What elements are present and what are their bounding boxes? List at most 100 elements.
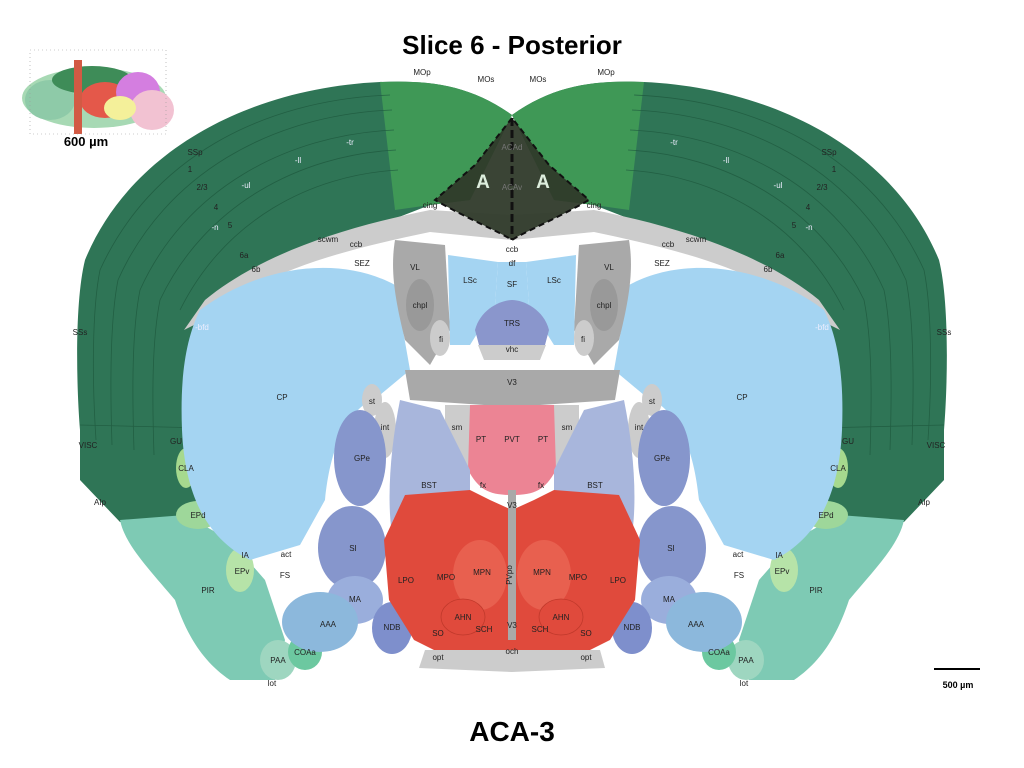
svg-text:-ul: -ul	[242, 181, 251, 190]
svg-text:scwm: scwm	[686, 235, 707, 244]
svg-text:SO: SO	[580, 629, 592, 638]
svg-text:TRS: TRS	[504, 319, 520, 328]
svg-text:GU: GU	[842, 437, 854, 446]
svg-text:sm: sm	[452, 423, 463, 432]
ahn-right	[538, 598, 584, 636]
svg-text:CLA: CLA	[830, 464, 846, 473]
svg-text:6a: 6a	[240, 251, 249, 260]
gpe-right	[638, 410, 690, 506]
svg-text:LPO: LPO	[610, 576, 626, 585]
mpn-left	[453, 540, 507, 610]
si-right	[638, 506, 706, 590]
svg-text:-bfd: -bfd	[815, 323, 829, 332]
svg-text:ACAd: ACAd	[502, 143, 523, 152]
epv-left	[226, 548, 254, 592]
svg-text:PIR: PIR	[201, 586, 215, 595]
optic-chiasm	[419, 650, 605, 672]
thumbnail-scale-label: 600 µm	[63, 134, 109, 149]
svg-text:MOp: MOp	[597, 68, 615, 77]
svg-text:int: int	[635, 423, 644, 432]
st-left	[362, 384, 382, 416]
svg-text:FS: FS	[280, 571, 290, 580]
svg-text:A: A	[476, 172, 490, 193]
svg-text:SSp: SSp	[187, 148, 203, 157]
svg-text:SCH: SCH	[476, 625, 493, 634]
fi-left	[430, 320, 450, 356]
svg-text:cing: cing	[587, 201, 602, 210]
chpl-left	[406, 279, 434, 331]
svg-text:act: act	[281, 550, 292, 559]
svg-text:5: 5	[792, 221, 797, 230]
paa-right	[728, 640, 764, 680]
svg-text:GPe: GPe	[354, 454, 371, 463]
svg-text:sm: sm	[562, 423, 573, 432]
white-matter-band	[184, 210, 840, 330]
svg-text:vhc: vhc	[506, 345, 518, 354]
scale-bar	[934, 668, 980, 670]
svg-text:AHN: AHN	[553, 613, 570, 622]
svg-text:st: st	[369, 397, 376, 406]
svg-text:MOs: MOs	[478, 75, 495, 84]
svg-text:SF: SF	[507, 280, 517, 289]
svg-text:-n: -n	[805, 223, 812, 232]
svg-text:SSs: SSs	[73, 328, 88, 337]
st-right	[642, 384, 662, 416]
svg-text:PVT: PVT	[504, 435, 520, 444]
svg-text:st: st	[649, 397, 656, 406]
svg-text:MA: MA	[663, 595, 676, 604]
svg-text:-ll: -ll	[295, 156, 301, 165]
svg-text:AIp: AIp	[94, 498, 107, 507]
lsc-right	[526, 255, 576, 345]
svg-text:NDB: NDB	[624, 623, 641, 632]
svg-text:AAA: AAA	[320, 620, 337, 629]
gpe-left	[334, 410, 386, 506]
chpl-right	[590, 279, 618, 331]
mpn-right	[517, 540, 571, 610]
svg-text:CP: CP	[276, 393, 287, 402]
svg-text:IA: IA	[241, 551, 249, 560]
svg-text:EPv: EPv	[775, 567, 790, 576]
svg-text:LPO: LPO	[398, 576, 414, 585]
aca-outline	[433, 116, 591, 242]
svg-text:5: 5	[228, 221, 233, 230]
cp-left	[181, 267, 410, 560]
trs	[475, 300, 549, 345]
svg-text:2/3: 2/3	[196, 183, 208, 192]
svg-text:6a: 6a	[776, 251, 785, 260]
svg-text:1: 1	[188, 165, 193, 174]
paa-left	[260, 640, 296, 680]
svg-text:opt: opt	[432, 653, 444, 662]
svg-text:MPO: MPO	[437, 573, 455, 582]
svg-text:df: df	[509, 259, 516, 268]
svg-text:PVpo: PVpo	[505, 565, 514, 585]
svg-text:cing: cing	[423, 201, 438, 210]
svg-text:VISC: VISC	[927, 441, 946, 450]
cortex-layer-lines	[79, 94, 945, 456]
aaa-right	[666, 592, 742, 652]
svg-text:lot: lot	[268, 679, 277, 688]
lsc-left	[448, 255, 498, 345]
svg-text:int: int	[381, 423, 390, 432]
svg-text:VL: VL	[604, 263, 614, 272]
svg-text:ccb: ccb	[506, 245, 519, 254]
svg-text:chpl: chpl	[597, 301, 612, 310]
svg-text:V3: V3	[507, 501, 517, 510]
svg-text:-ul: -ul	[774, 181, 783, 190]
svg-text:GPe: GPe	[654, 454, 671, 463]
svg-text:BST: BST	[587, 481, 603, 490]
svg-text:COAa: COAa	[708, 648, 730, 657]
svg-text:EPd: EPd	[190, 511, 205, 520]
svg-text:PT: PT	[538, 435, 548, 444]
svg-text:LSc: LSc	[547, 276, 561, 285]
svg-text:4: 4	[214, 203, 219, 212]
svg-text:MPO: MPO	[569, 573, 587, 582]
svg-text:CLA: CLA	[178, 464, 194, 473]
svg-text:chpl: chpl	[413, 301, 428, 310]
svg-text:MPN: MPN	[473, 568, 491, 577]
svg-text:VISC: VISC	[79, 441, 98, 450]
svg-text:ccb: ccb	[662, 240, 675, 249]
svg-text:CP: CP	[736, 393, 747, 402]
svg-text:MOs: MOs	[530, 75, 547, 84]
svg-text:SSp: SSp	[821, 148, 837, 157]
pvt-thalamus	[468, 405, 556, 495]
